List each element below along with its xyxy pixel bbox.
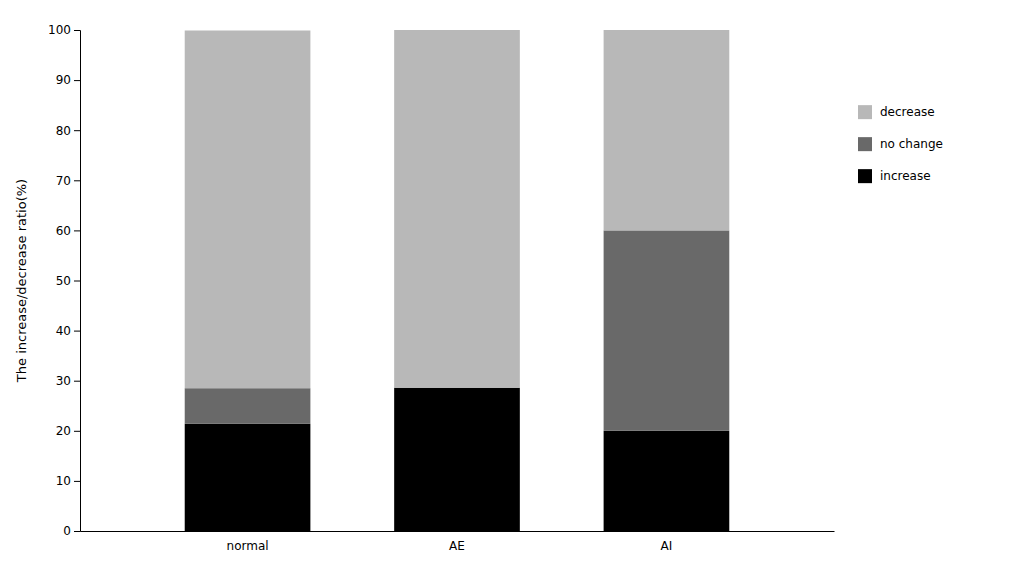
legend-item: no change (858, 137, 943, 152)
y-tick-mark (74, 130, 80, 131)
x-tick-label: AI (661, 539, 673, 553)
legend-swatch (858, 137, 872, 151)
y-tick-mark (74, 281, 80, 282)
y-tick-label: 70 (56, 174, 71, 188)
x-axis-line (81, 531, 835, 532)
y-tick-label: 10 (56, 474, 71, 488)
y-tick-mark (74, 431, 80, 432)
bar (394, 30, 520, 388)
chart-container: 0 10 20 30 40 50 60 70 80 90 100 normal AE AI The incr… (0, 0, 1024, 581)
legend-item: increase (858, 169, 931, 184)
y-tick: 100 (48, 23, 80, 37)
x-tick-label: normal (227, 539, 269, 553)
bar (185, 424, 311, 531)
y-tick-label: 60 (56, 224, 71, 238)
y-tick-mark (74, 180, 80, 181)
y-tick: 70 (56, 174, 80, 188)
bar (604, 230, 730, 430)
y-axis: 0 10 20 30 40 50 60 70 80 90 100 (48, 23, 80, 538)
bar (604, 431, 730, 531)
x-tick-label: AE (449, 539, 465, 553)
legend: decrease no change increase (858, 105, 943, 183)
y-tick: 80 (56, 124, 80, 138)
plot: 0 10 20 30 40 50 60 70 80 90 100 normal AE AI (48, 23, 834, 552)
legend-label: decrease (880, 105, 935, 119)
legend-swatch (858, 105, 872, 119)
legend-label: increase (880, 169, 931, 183)
y-tick: 90 (56, 73, 80, 87)
y-tick: 20 (56, 424, 80, 438)
y-tick-mark (74, 381, 80, 382)
bar (185, 388, 311, 424)
x-axis: normal AE AI (81, 531, 835, 553)
bar-series (185, 30, 730, 388)
y-tick: 30 (56, 374, 80, 388)
y-tick-mark (74, 481, 80, 482)
y-tick: 40 (56, 324, 80, 338)
y-tick-label: 100 (48, 23, 71, 37)
legend-label: no change (880, 137, 943, 151)
y-tick: 0 (63, 524, 80, 538)
y-tick-label: 0 (63, 524, 71, 538)
y-tick-label: 30 (56, 374, 71, 388)
y-axis-title: The increase/decrease ratio(%) (14, 179, 29, 383)
y-tick: 50 (56, 274, 80, 288)
y-axis-line (74, 31, 81, 532)
chart: 0 10 20 30 40 50 60 70 80 90 100 normal AE AI The incr… (0, 0, 1024, 581)
y-tick-label: 20 (56, 424, 71, 438)
bar (604, 30, 730, 230)
y-tick-label: 50 (56, 274, 71, 288)
x-tick: normal (227, 531, 269, 553)
y-tick-mark (74, 531, 80, 532)
legend-item: decrease (858, 105, 935, 120)
y-tick-mark (74, 230, 80, 231)
y-tick-label: 90 (56, 73, 71, 87)
bar (394, 388, 520, 531)
bars (185, 30, 730, 531)
legend-swatch (858, 169, 872, 183)
y-tick-mark (74, 30, 80, 31)
y-tick-label: 80 (56, 124, 71, 138)
y-tick-mark (74, 331, 80, 332)
bar (185, 31, 311, 389)
y-tick-label: 40 (56, 324, 71, 338)
y-tick: 60 (56, 224, 80, 238)
x-tick: AE (449, 531, 465, 553)
x-tick: AI (661, 531, 673, 553)
y-tick: 10 (56, 474, 80, 488)
y-tick-mark (74, 80, 80, 81)
